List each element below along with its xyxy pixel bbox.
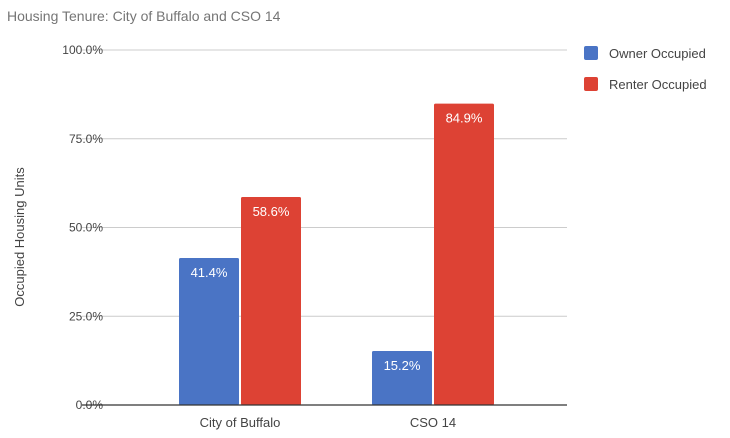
legend-label-renter-occupied: Renter Occupied — [609, 77, 707, 92]
y-tick-label: 75.0% — [69, 132, 103, 146]
legend: Owner Occupied Renter Occupied — [584, 46, 707, 92]
bar-owner-occupied — [179, 258, 239, 405]
x-tick-label: City of Buffalo — [200, 415, 281, 430]
data-label: 41.4% — [191, 265, 228, 280]
data-label: 58.6% — [253, 204, 290, 219]
gridlines — [82, 49, 567, 317]
legend-label-owner-occupied: Owner Occupied — [609, 46, 706, 61]
y-tick-label: 25.0% — [69, 309, 103, 323]
y-tick-label: 100.0% — [62, 43, 103, 57]
y-axis-label: Occupied Housing Units — [12, 167, 27, 307]
bar-renter-occupied — [241, 196, 301, 405]
data-label: 15.2% — [384, 358, 421, 373]
legend-swatch-owner-occupied — [584, 46, 598, 60]
legend-swatch-renter-occupied — [584, 77, 598, 91]
bar-renter-occupied — [434, 103, 494, 405]
x-tick-label: CSO 14 — [410, 415, 456, 430]
y-axis-ticks: 0.0%25.0%50.0%75.0%100.0% — [62, 43, 103, 412]
y-tick-label: 50.0% — [69, 221, 103, 235]
x-axis-ticks: City of Buffalo CSO 14 — [200, 415, 456, 430]
chart-title: Housing Tenure: City of Buffalo and CSO … — [7, 8, 281, 24]
bar-owner-occupied — [372, 351, 432, 405]
bars: 41.4% 58.6% 15.2% 84.9% — [179, 103, 494, 405]
data-label: 84.9% — [446, 111, 483, 126]
